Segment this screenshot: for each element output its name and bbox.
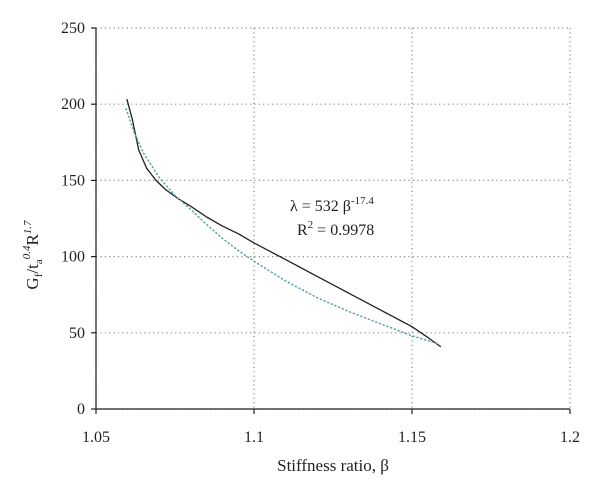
grid-lines [95, 27, 571, 410]
fit-curve-dotted [125, 108, 439, 345]
y-tick-label: 0 [77, 401, 85, 418]
equation-annotation: λ = 532 β-17.4 [290, 195, 374, 215]
series-group [125, 98, 442, 348]
x-tick-label: 1.1 [244, 429, 264, 446]
y-tick-label: 250 [61, 20, 85, 37]
data-curve-solid [126, 98, 442, 348]
y-tick-label: 150 [61, 172, 85, 189]
y-tick-label: 200 [61, 96, 85, 113]
x-tick-label: 1.05 [82, 429, 110, 446]
tick-labels: 0 50 100 150 200 250 1.05 1.1 1.15 1.2 [61, 20, 580, 446]
y-tick-label: 100 [61, 249, 85, 266]
y-axis-title: Gf/ta0.4R1.7 [21, 220, 45, 290]
x-axis-title: Stiffness ratio, β [277, 456, 389, 475]
r-squared-annotation: R2 = 0.9978 [297, 219, 374, 239]
y-tick-label: 50 [69, 325, 85, 342]
x-tick-label: 1.15 [398, 429, 426, 446]
axes [91, 27, 571, 414]
x-tick-label: 1.2 [560, 429, 580, 446]
